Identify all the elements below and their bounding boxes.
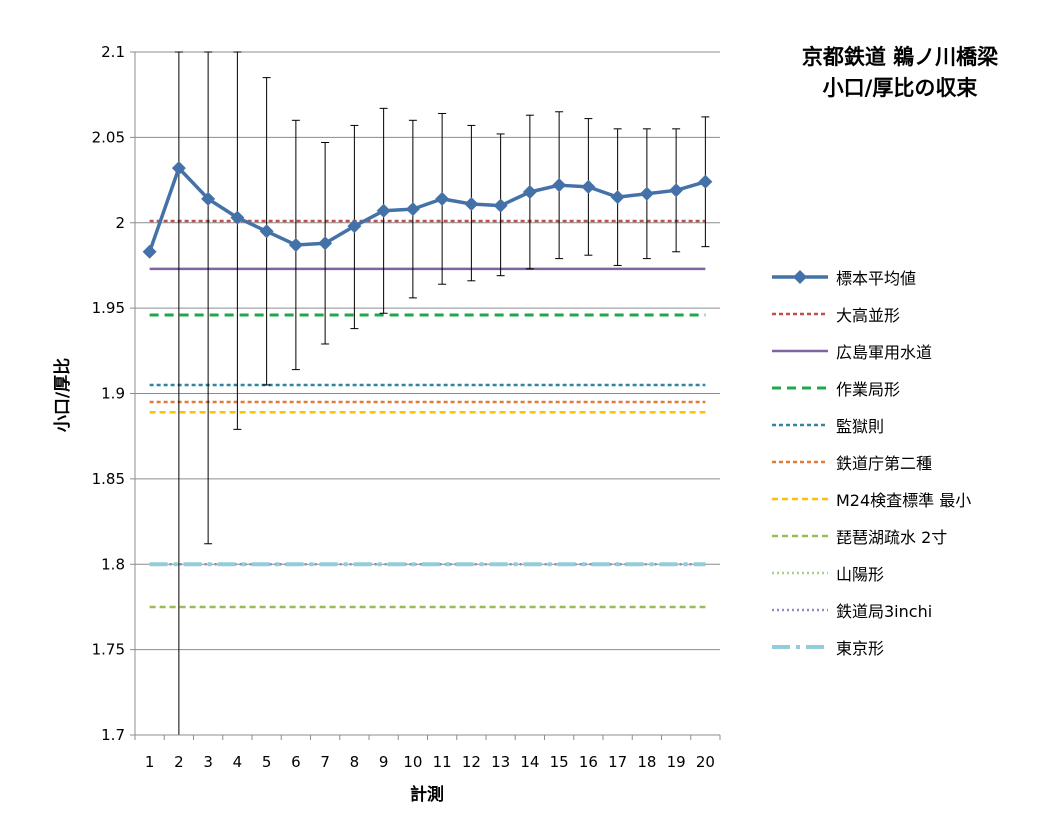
legend-swatch [772,312,828,315]
grid-lines [135,51,720,651]
x-tick-label: 20 [696,753,715,771]
mean-point [698,174,713,189]
x-tick-label: 10 [403,753,422,771]
legend-swatch [772,269,828,284]
x-tick-label: 5 [262,753,272,771]
mean-point [493,198,508,213]
legend-swatch [772,534,828,537]
mean-point [288,237,303,252]
mean-point [347,219,362,234]
x-tick-label: 16 [579,753,598,771]
x-tick-label: 15 [550,753,569,771]
axes [130,51,721,740]
mean-point [669,183,684,198]
x-tick-label: 14 [520,753,539,771]
x-tick-label: 7 [320,753,330,771]
mean-point [405,202,420,217]
mean-series [142,161,713,259]
mean-point [201,191,216,206]
legend-swatch [772,608,828,611]
legend-swatch [772,644,828,649]
mean-point [376,203,391,218]
legend-swatch [772,497,828,500]
legend-item: M24検査標準 最小 [770,480,1050,517]
y-tick-label: 1.75 [92,641,125,659]
x-tick-label: 3 [203,753,213,771]
x-tick-label: 2 [174,753,184,771]
legend-label: 琵琶湖疏水 2寸 [836,527,948,547]
reference-lines [149,219,706,609]
mean-point [230,210,245,225]
y-tick-label: 1.7 [101,726,125,744]
mean-point [259,224,274,239]
x-tick-label: 1 [145,753,155,771]
legend-swatch [772,386,828,389]
legend-label: 鉄道局3inchi [836,601,933,621]
y-tick-label: 1.95 [92,299,125,317]
mean-point [142,244,157,259]
legend-label: 山陽形 [836,564,885,584]
x-tick-label: 19 [667,753,686,771]
x-tick-label: 18 [637,753,656,771]
legend-label: M24検査標準 最小 [836,490,972,510]
y-tick-label: 2.05 [92,128,125,146]
y-tick-label: 1.85 [92,470,125,488]
x-tick-label: 6 [291,753,301,771]
legend-swatch [772,349,828,352]
x-tick-label: 8 [350,753,360,771]
chart-title-line-1: 京都鉄道 鵜ノ川橋梁 [801,45,999,69]
chart-title-line-2: 小口/厚比の収束 [822,76,978,100]
mean-point [522,185,537,200]
mean-point [639,186,654,201]
legend-label: 標本平均値 [836,268,917,288]
y-tick-label: 2.1 [101,43,125,61]
legend-item: 東京形 [770,628,1050,665]
legend-item: 作業局形 [770,369,1050,406]
legend-swatch [772,423,828,426]
mean-point [581,179,596,194]
x-tick-label: 11 [433,753,452,771]
mean-point [464,196,479,211]
legend: 標本平均値大高並形広島軍用水道 作業局形監獄則鉄道庁第二種 M24検査標準 最小 琵琶… [770,258,1050,665]
legend-swatch [772,571,828,574]
legend-item: 鉄道局3inchi [770,591,1050,628]
chart-title: 京都鉄道 鵜ノ川橋梁 小口/厚比の収束 [770,42,1030,104]
legend-item: 鉄道庁第二種 [770,443,1050,480]
legend-label: 鉄道庁第二種 [836,453,933,473]
legend-item: 山陽形 [770,554,1050,591]
legend-item: 標本平均値 [770,258,1050,295]
x-tick-label: 9 [379,753,389,771]
legend-item: 広島軍用水道 [770,332,1050,369]
mean-line [147,166,706,253]
y-axis-label: 小口/厚比 [52,358,73,432]
legend-label: 作業局形 [836,379,901,399]
legend-label: 監獄則 [836,416,885,436]
legend-item: 琵琶湖疏水 2寸 [770,517,1050,554]
x-axis-label: 計測 [410,784,444,805]
mean-point [610,190,625,205]
mean-point [318,236,333,251]
legend-marker [793,269,807,284]
legend-item: 大高並形 [770,295,1050,332]
x-tick-label: 17 [608,753,627,771]
legend-label: 東京形 [836,638,885,658]
y-tick-label: 1.9 [101,385,125,403]
legend-swatch [772,460,828,463]
x-tick-label: 12 [462,753,481,771]
mean-point [171,161,186,176]
x-tick-label: 13 [491,753,510,771]
mean-point [435,191,450,206]
mean-point [552,178,567,193]
legend-label: 大高並形 [836,305,901,325]
x-tick-label: 4 [233,753,243,771]
y-tick-label: 1.8 [101,555,125,573]
legend-label: 広島軍用水道 [836,342,933,362]
y-tick-label: 2 [115,214,125,232]
legend-item: 監獄則 [770,406,1050,443]
